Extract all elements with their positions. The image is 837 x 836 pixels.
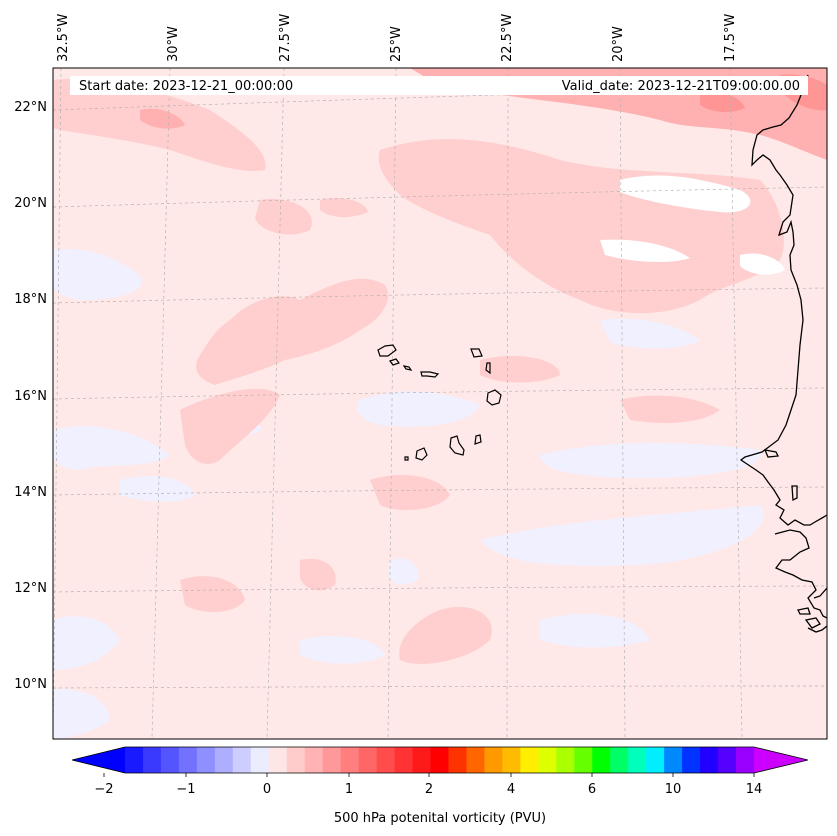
colorbar-segment <box>160 747 180 773</box>
pv-white-gaps <box>600 175 785 275</box>
cb-tick-0: 0 <box>263 782 271 797</box>
map-panel <box>53 68 827 739</box>
colorbar-segment <box>628 747 647 773</box>
colorbar-segment <box>232 747 252 773</box>
colorbar-segment <box>556 747 575 773</box>
lat-label-16n: 16°N <box>14 389 47 404</box>
colorbar-segment <box>394 747 414 773</box>
lon-label-20w: 20°W <box>611 26 626 62</box>
colorbar-segment <box>664 747 683 773</box>
colorbar-segment <box>466 747 485 773</box>
longitude-labels: 32.5°W 30°W 27.5°W 25°W 22.5°W 20°W 17.5… <box>56 14 738 62</box>
lat-label-20n: 20°N <box>14 196 47 211</box>
colorbar-segment <box>358 747 378 773</box>
colorbar-segment <box>538 747 557 773</box>
lat-label-22n: 22°N <box>14 100 47 115</box>
start-date-label: Start date: 2023-12-21_00:00:00 <box>79 79 293 94</box>
colorbar-segment <box>592 747 611 773</box>
africa-coastline <box>739 74 827 633</box>
colorbar-segment <box>142 747 162 773</box>
colorbar-segment <box>340 747 360 773</box>
colorbar-segment <box>736 747 755 773</box>
lat-label-10n: 10°N <box>14 677 47 692</box>
colorbar-segments <box>125 747 755 773</box>
colorbar-segment <box>376 747 396 773</box>
colorbar-segment <box>286 747 306 773</box>
lat-label-18n: 18°N <box>14 292 47 307</box>
colorbar-extend-high <box>754 747 808 773</box>
colorbar: −2 −1 0 1 2 4 6 10 14 500 hPa potenital … <box>71 746 809 826</box>
cb-tick-1: 1 <box>345 782 353 797</box>
pv-negative-patches <box>53 249 764 739</box>
colorbar-segment <box>646 747 665 773</box>
cb-tick-6: 6 <box>588 782 596 797</box>
colorbar-outline <box>71 746 809 774</box>
colorbar-segment <box>574 747 593 773</box>
colorbar-segment <box>125 747 144 773</box>
latitude-labels: 22°N 20°N 18°N 16°N 14°N 12°N 10°N <box>14 100 47 692</box>
colorbar-segment <box>196 747 216 773</box>
colorbar-segment <box>718 747 737 773</box>
cb-tick-4: 4 <box>507 782 515 797</box>
colorbar-segment <box>250 747 270 773</box>
valid-date-label: Valid_date: 2023-12-21T09:00:00.00 <box>562 79 800 94</box>
colorbar-segment <box>682 747 701 773</box>
lon-label-22-5w: 22.5°W <box>500 14 515 62</box>
lon-label-32-5w: 32.5°W <box>56 14 71 62</box>
graticule <box>53 68 827 739</box>
lon-label-30w: 30°W <box>166 26 181 62</box>
colorbar-segment <box>700 747 719 773</box>
colorbar-segment <box>448 747 467 773</box>
lon-label-27-5w: 27.5°W <box>278 14 293 62</box>
date-header-box <box>70 76 808 95</box>
colorbar-segment <box>430 747 449 773</box>
colorbar-segment <box>520 747 539 773</box>
colorbar-segment <box>610 747 629 773</box>
cb-tick-minus2: −2 <box>94 782 113 797</box>
map-frame <box>52 67 828 740</box>
lon-label-17-5w: 17.5°W <box>723 14 738 62</box>
lat-label-12n: 12°N <box>14 581 47 596</box>
cb-tick-14: 14 <box>746 782 763 797</box>
cape-verde-islands <box>377 344 502 461</box>
colorbar-segment <box>214 747 234 773</box>
colorbar-tick-labels: −2 −1 0 1 2 4 6 10 14 <box>94 782 762 797</box>
lon-label-25w: 25°W <box>389 26 404 62</box>
colorbar-segment <box>412 747 432 773</box>
colorbar-segment <box>502 747 521 773</box>
cb-tick-10: 10 <box>665 782 682 797</box>
colorbar-segment <box>304 747 324 773</box>
cb-tick-minus1: −1 <box>176 782 195 797</box>
colorbar-segment <box>484 747 503 773</box>
colorbar-extend-low <box>72 747 125 773</box>
colorbar-segment <box>178 747 198 773</box>
colorbar-segment <box>268 747 288 773</box>
colorbar-ticks <box>103 773 755 777</box>
lat-label-14n: 14°N <box>14 485 47 500</box>
colorbar-title: 500 hPa potenital vorticity (PVU) <box>334 811 546 826</box>
cb-tick-2: 2 <box>425 782 433 797</box>
colorbar-segment <box>322 747 342 773</box>
